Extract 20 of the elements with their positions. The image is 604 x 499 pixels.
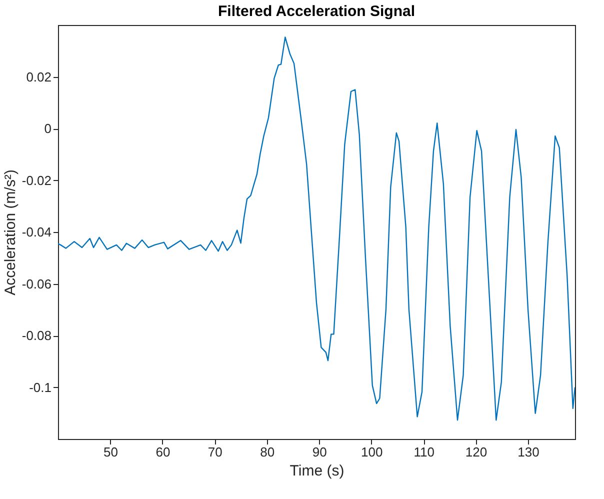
y-tick-label: -0.1 — [29, 380, 52, 395]
y-tick-label: -0.06 — [22, 276, 52, 292]
y-tick-label: 0.02 — [26, 69, 52, 84]
x-tick-label: 110 — [414, 444, 434, 460]
chart-title: Filtered Acceleration Signal — [218, 3, 415, 20]
y-tick-label: -0.04 — [22, 224, 52, 240]
x-axis-title: Time (s) — [290, 462, 344, 480]
x-tick-label: 120 — [465, 444, 488, 460]
x-tick-label: 50 — [103, 444, 118, 460]
y-axis-title: Acceleration (m/s²) — [2, 170, 19, 296]
x-tick-label: 130 — [518, 444, 540, 460]
y-tick-label: -0.08 — [22, 328, 52, 343]
line-series — [58, 36, 575, 421]
y-tick-label: 0 — [44, 121, 52, 136]
x-tick-label: 80 — [260, 444, 275, 460]
y-tick-label: -0.02 — [22, 172, 52, 188]
x-tick-label: 70 — [208, 444, 222, 460]
x-tick-label: 60 — [156, 444, 170, 460]
x-tick-label: 100 — [360, 444, 383, 460]
x-tick-label: 90 — [312, 444, 327, 460]
